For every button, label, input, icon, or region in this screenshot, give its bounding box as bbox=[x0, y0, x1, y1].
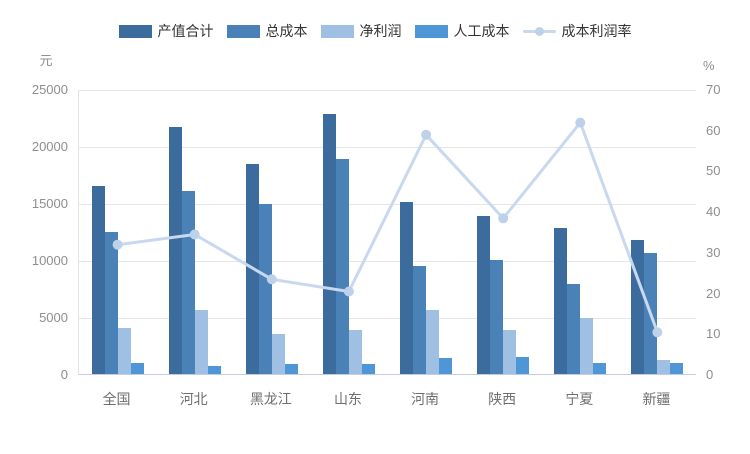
left-axis-unit-label: 元 bbox=[39, 53, 53, 68]
y-axis-tick-right-5: 50 bbox=[706, 163, 721, 179]
bar-净利润-全国[interactable] bbox=[117, 328, 131, 374]
bar-净利润-黑龙江[interactable] bbox=[271, 334, 285, 374]
y-axis-tick-right-7: 70 bbox=[706, 82, 721, 97]
bar-总成本-全国[interactable] bbox=[104, 231, 118, 374]
profit-rate-marker-新疆[interactable] bbox=[652, 327, 663, 338]
profit-rate-marker-河南[interactable] bbox=[421, 129, 432, 140]
legend-swatch-icon bbox=[118, 24, 152, 38]
bar-人工成本-陕西[interactable] bbox=[516, 356, 530, 374]
bar-人工成本-河南[interactable] bbox=[439, 358, 453, 374]
x-axis-label-1: 河北 bbox=[179, 391, 208, 407]
x-axis-label-5: 陕西 bbox=[488, 391, 517, 407]
legend-label: 成本利润率 bbox=[561, 23, 632, 39]
legend-item-总成本[interactable]: 总成本 bbox=[226, 23, 308, 39]
y-axis-tick-right-1: 10 bbox=[706, 326, 721, 342]
bar-人工成本-黑龙江[interactable] bbox=[284, 363, 298, 374]
legend: 产值合计 总成本 净利润 人工成本 成本利润率 bbox=[0, 24, 750, 38]
bar-产值合计-全国[interactable] bbox=[91, 185, 105, 374]
legend-item-人工成本[interactable]: 人工成本 bbox=[414, 23, 510, 39]
legend-label: 净利润 bbox=[359, 23, 402, 39]
profit-rate-marker-山东[interactable] bbox=[343, 286, 354, 297]
profit-rate-marker-黑龙江[interactable] bbox=[266, 274, 277, 285]
legend-swatch-icon bbox=[226, 24, 260, 38]
y-axis-tick-right-3: 30 bbox=[706, 244, 721, 260]
x-axis-label-7: 新疆 bbox=[642, 391, 671, 407]
x-axis-label-4: 河南 bbox=[411, 391, 440, 407]
x-axis-label-3: 山东 bbox=[333, 391, 362, 407]
y-axis-tick-left-3: 15000 bbox=[31, 196, 68, 211]
legend-line-marker-icon bbox=[522, 25, 556, 38]
gridline bbox=[79, 90, 696, 91]
y-axis-tick-left-2: 10000 bbox=[31, 253, 68, 268]
bar-人工成本-山东[interactable] bbox=[361, 363, 375, 374]
bar-产值合计-宁夏[interactable] bbox=[554, 228, 568, 374]
bar-总成本-宁夏[interactable] bbox=[567, 283, 581, 374]
bar-产值合计-河南[interactable] bbox=[400, 201, 414, 374]
profit-rate-marker-宁夏[interactable] bbox=[575, 117, 586, 128]
legend-item-成本利润率[interactable]: 成本利润率 bbox=[522, 23, 632, 39]
bar-人工成本-宁夏[interactable] bbox=[593, 362, 607, 374]
bar-总成本-河南[interactable] bbox=[413, 265, 427, 374]
bar-净利润-新疆[interactable] bbox=[657, 360, 671, 374]
x-axis-label-0: 全国 bbox=[102, 391, 131, 407]
y-axis-tick-right-6: 60 bbox=[706, 122, 721, 138]
bar-净利润-河北[interactable] bbox=[194, 310, 208, 374]
bar-净利润-宁夏[interactable] bbox=[580, 318, 594, 374]
x-axis-label-2: 黑龙江 bbox=[249, 391, 292, 407]
y-axis-tick-left-5: 25000 bbox=[31, 82, 68, 97]
gridline bbox=[79, 318, 696, 319]
x-axis-label-6: 宁夏 bbox=[565, 391, 594, 407]
profit-rate-line bbox=[117, 121, 659, 333]
bar-总成本-山东[interactable] bbox=[335, 158, 349, 374]
bar-人工成本-新疆[interactable] bbox=[670, 362, 684, 374]
bar-产值合计-陕西[interactable] bbox=[477, 215, 491, 374]
gridline bbox=[79, 261, 696, 262]
x-axis-line bbox=[79, 374, 696, 375]
y-axis-tick-right-0: 0 bbox=[706, 367, 714, 382]
gridline bbox=[79, 147, 696, 148]
gridline bbox=[79, 204, 696, 205]
right-axis-unit-label: % bbox=[703, 58, 715, 73]
bar-产值合计-河北[interactable] bbox=[168, 126, 182, 374]
bar-总成本-黑龙江[interactable] bbox=[258, 204, 272, 374]
bar-净利润-陕西[interactable] bbox=[503, 329, 517, 374]
y-axis-tick-left-4: 20000 bbox=[31, 139, 68, 154]
profit-rate-marker-河北[interactable] bbox=[189, 229, 200, 240]
y-axis-tick-right-2: 20 bbox=[706, 285, 721, 301]
bar-人工成本-河北[interactable] bbox=[207, 366, 221, 374]
y-axis-tick-right-4: 40 bbox=[706, 204, 721, 220]
bar-总成本-陕西[interactable] bbox=[490, 260, 504, 374]
y-axis-tick-left-1: 5000 bbox=[39, 310, 68, 325]
profit-rate-marker-陕西[interactable] bbox=[498, 213, 509, 224]
legend-label: 产值合计 bbox=[157, 23, 214, 39]
plot-area bbox=[78, 90, 696, 375]
y-axis-tick-left-0: 0 bbox=[60, 367, 68, 382]
legend-swatch-icon bbox=[320, 24, 354, 38]
bar-净利润-河南[interactable] bbox=[426, 310, 440, 374]
legend-line-dot bbox=[534, 26, 544, 36]
legend-label: 人工成本 bbox=[453, 23, 510, 39]
legend-item-净利润[interactable]: 净利润 bbox=[320, 23, 402, 39]
legend-item-产值合计[interactable]: 产值合计 bbox=[118, 23, 214, 39]
profit-rate-line-layer bbox=[112, 117, 663, 338]
legend-swatch-icon bbox=[414, 24, 448, 38]
bar-产值合计-山东[interactable] bbox=[322, 114, 336, 374]
profit-rate-marker-全国[interactable] bbox=[112, 239, 123, 250]
legend-label: 总成本 bbox=[265, 23, 308, 39]
bar-人工成本-全国[interactable] bbox=[130, 362, 144, 374]
bar-净利润-山东[interactable] bbox=[348, 329, 362, 374]
